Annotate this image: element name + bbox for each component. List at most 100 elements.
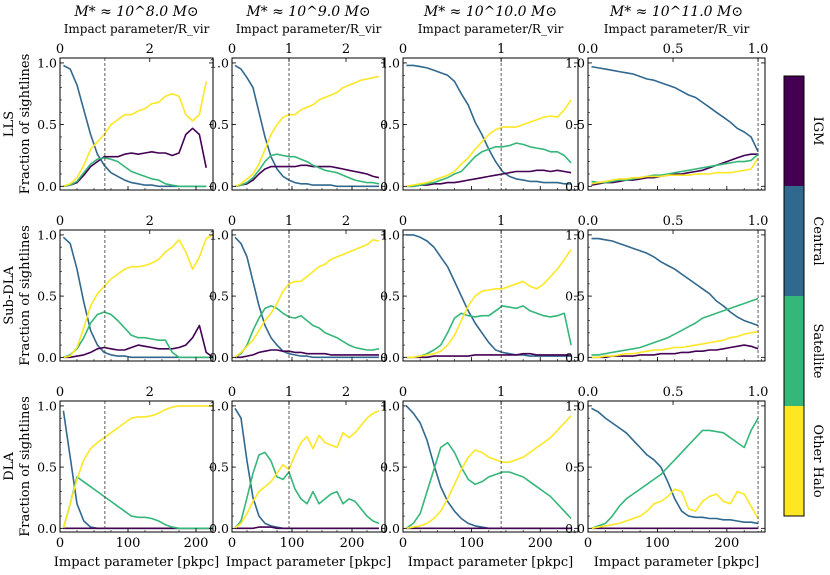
series-line-other-halo [591,330,759,359]
series-line-central [591,407,759,525]
series-line-central [234,64,379,188]
series-line-central [591,65,759,153]
series-line-other-halo [234,239,380,358]
top-tick-label: 2 [342,42,350,57]
top-tick-label: 0 [399,42,407,57]
series-line-other-halo [406,249,572,359]
y-tick-label: 0.0 [380,350,400,365]
axes-frame [587,229,766,362]
y-tick-label: 0.0 [209,521,229,536]
y-tick-label: 0.0 [565,179,585,194]
panel-r0-c3: 0.0 0.5 1.00.00.51.0 [565,42,768,194]
series-line-igm [591,344,759,359]
panel-r1-c2: 0 1 0.0 0.5 1.0 [380,214,579,365]
y-tick-label: 0.5 [37,460,57,475]
colorbar-segment [784,186,804,296]
series-line-igm [406,352,572,359]
y-tick-label: 0.0 [380,179,400,194]
x-axis-label: Impact parameter [pkpc] [54,555,219,570]
series-line-central [405,405,572,530]
series-line-other-halo [62,405,213,529]
x-axis-label: Impact parameter [pkpc] [594,555,759,570]
y-tick-label: 0.5 [565,289,585,304]
axes-frame [59,229,214,362]
x-axis-label: Impact parameter [pkpc] [408,555,573,570]
y-tick-label: 0.5 [565,460,585,475]
series-line-central [234,407,379,530]
y-tick-label: 1.0 [37,55,57,70]
top-tick-label: 1 [285,214,293,229]
series-line-satellite [405,441,572,529]
axes-frame [231,229,386,362]
column-title: M* ≈ 10^9.0 M⊙ [245,4,370,20]
series-line-central [63,64,207,188]
y-tick-label: 1.0 [380,398,400,413]
top-tick-label: 0.5 [663,385,684,400]
panel-r1-c1: 0 1 2 0.0 0.5 1.0 [209,214,386,365]
series-line-satellite [62,476,213,530]
y-tick-label: 1.0 [209,55,229,70]
colorbar-segment [784,296,804,406]
top-tick-label: 1.0 [748,214,769,229]
series-line-other-halo [406,99,572,188]
top-tick-label: 1 [497,385,505,400]
x-tick-label: 0 [584,536,592,551]
axes-frame [587,57,766,191]
row-label: DLA [2,452,17,481]
panel-r2-c1: 0 100 200 0 1 2 0.0 0.5 1.0 [209,385,386,551]
x-tick-label: 100 [280,536,305,551]
y-tick-label: 0.0 [37,179,57,194]
y-tick-label: 0.5 [209,460,229,475]
column-title: M* ≈ 10^11.0 M⊙ [609,4,743,20]
series-line-central [62,410,213,530]
series-line-other-halo [406,415,572,530]
series-line-igm [406,169,572,188]
top-axis-label: Impact parameter/R_vir [604,22,750,36]
y-tick-label: 1.0 [565,55,585,70]
panel-r1-c3: 0.0 0.5 1.00.00.51.0 [565,214,768,365]
axes-frame [402,57,579,191]
y-tick-label: 0.0 [565,521,585,536]
column-title: M* ≈ 10^8.0 M⊙ [73,4,198,20]
top-tick-label: 0.0 [578,214,599,229]
top-axis-label: Impact parameter/R_vir [64,22,210,36]
y-tick-label: 0.5 [380,117,400,132]
series-line-igm [235,526,379,530]
top-tick-label: 1 [285,42,293,57]
series-line-central [406,64,572,185]
top-tick-label: 0 [399,385,407,400]
top-tick-label: 0.5 [663,214,684,229]
series-line-satellite [234,153,380,188]
series-line-satellite [406,142,572,188]
series-line-satellite [234,305,380,358]
y-tick-label: 0.5 [380,460,400,475]
series-line-satellite [63,311,213,359]
top-tick-label: 1 [497,214,505,229]
y-tick-label: 1.0 [209,227,229,242]
y-tick-label: 0.5 [565,117,585,132]
series-line-satellite [591,417,759,530]
x-tick-label: 100 [459,536,484,551]
series-line-satellite [406,305,572,359]
colorbar-segment [784,406,804,516]
x-tick-label: 200 [528,536,553,551]
top-tick-label: 0 [56,214,64,229]
top-tick-label: 0 [228,42,236,57]
panel-r1-c0: 0 2 0.0 0.5 1.0 [37,214,214,365]
series-line-other-halo [591,488,759,530]
y-axis-label: Fraction of sightlines [18,54,33,195]
series-line-satellite [591,153,759,184]
axes-frame [402,229,579,362]
y-tick-label: 1.0 [380,55,400,70]
series-line-central [591,237,759,327]
series-line-other-halo [234,410,380,529]
y-tick-label: 1.0 [209,398,229,413]
series-line-other-halo [591,157,759,185]
y-tick-label: 0.5 [380,289,400,304]
row-label: LLS [2,111,17,137]
y-tick-label: 0.5 [209,117,229,132]
y-tick-label: 1.0 [37,398,57,413]
top-axis-label: Impact parameter/R_vir [418,22,564,36]
top-tick-label: 0 [56,42,64,57]
series-line-central [234,236,379,359]
